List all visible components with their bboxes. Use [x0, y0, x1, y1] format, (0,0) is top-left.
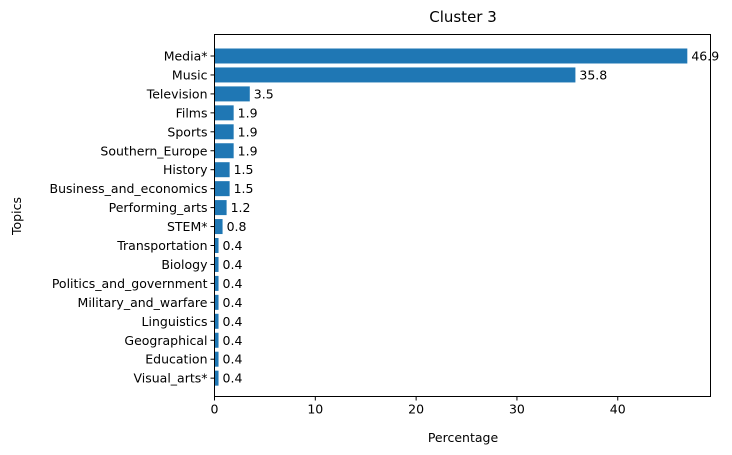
- y-tick-label-12: Politics_and_government: [52, 276, 208, 291]
- x-ticks-layer: 0 10 20 30 40: [211, 396, 626, 417]
- y-tick-label-14: Linguistics: [142, 314, 208, 329]
- y-tick-label-7: Business_and_economics: [50, 181, 208, 196]
- bar-6: [214, 162, 230, 178]
- bar-value-label-6: 1.5: [234, 162, 254, 177]
- bar-9: [214, 219, 223, 235]
- x-tick-label-1: 10: [307, 402, 323, 417]
- bar-value-label-11: 0.4: [223, 257, 243, 272]
- bar-value-label-3: 1.9: [238, 105, 258, 120]
- bar-4: [214, 124, 234, 140]
- chart-title: Cluster 3: [429, 8, 497, 26]
- x-tick-label-0: 0: [211, 402, 219, 417]
- bar-value-label-16: 0.4: [223, 352, 243, 367]
- bar-5: [214, 143, 234, 159]
- bar-0: [214, 48, 688, 64]
- y-tick-label-3: Films: [176, 105, 208, 120]
- y-tick-label-6: History: [163, 162, 208, 177]
- bars-layer: [214, 48, 688, 386]
- bar-3: [214, 105, 234, 121]
- y-ticks-layer: Media* Music Television Films Sports Southern…: [50, 49, 215, 386]
- bar-15: [214, 332, 219, 348]
- bar-7: [214, 181, 230, 197]
- y-tick-label-5: Southern_Europe: [100, 143, 207, 158]
- y-axis-label: Topics: [9, 197, 24, 236]
- bar-value-label-12: 0.4: [223, 276, 243, 291]
- y-tick-label-4: Sports: [167, 124, 207, 139]
- bar-11: [214, 256, 219, 272]
- bar-14: [214, 313, 219, 329]
- y-tick-label-2: Television: [146, 86, 208, 101]
- x-axis-label: Percentage: [428, 430, 499, 445]
- bar-12: [214, 275, 219, 291]
- x-tick-label-4: 40: [610, 402, 626, 417]
- bar-13: [214, 294, 219, 310]
- bar-value-label-17: 0.4: [223, 371, 243, 386]
- bar-10: [214, 238, 219, 253]
- y-tick-label-10: Transportation: [116, 238, 207, 253]
- bar-value-label-4: 1.9: [238, 124, 258, 139]
- bar-value-label-0: 46.9: [691, 49, 719, 64]
- bar-value-label-13: 0.4: [223, 295, 243, 310]
- bar-value-label-1: 35.8: [579, 67, 607, 82]
- bar-16: [214, 351, 219, 367]
- bar-value-label-8: 1.2: [231, 200, 251, 215]
- y-tick-label-16: Education: [145, 352, 207, 367]
- x-tick-label-2: 20: [408, 402, 424, 417]
- bar-17: [214, 370, 219, 386]
- bar-8: [214, 200, 227, 216]
- y-tick-label-9: STEM*: [167, 219, 208, 234]
- y-tick-label-1: Music: [172, 67, 208, 82]
- y-tick-label-13: Military_and_warfare: [78, 295, 208, 310]
- y-tick-label-15: Geographical: [124, 333, 207, 348]
- bar-value-label-10: 0.4: [223, 238, 243, 253]
- bar-value-label-5: 1.9: [238, 143, 258, 158]
- bar-value-label-7: 1.5: [234, 181, 254, 196]
- y-tick-label-11: Biology: [161, 257, 208, 272]
- y-tick-label-17: Visual_arts*: [133, 371, 207, 386]
- x-tick-label-3: 30: [509, 402, 525, 417]
- bar-value-label-2: 3.5: [254, 86, 274, 101]
- y-tick-label-8: Performing_arts: [109, 200, 208, 215]
- bar-value-label-9: 0.8: [227, 219, 247, 234]
- bar-2: [214, 86, 250, 102]
- bar-labels-layer: 46.9 35.8 3.5 1.9 1.9 1.9 1.5 1.5 1.2 0.8 0.4 0.4 0.…: [223, 49, 720, 386]
- plot-frame: [214, 34, 711, 397]
- bar-value-label-15: 0.4: [223, 333, 243, 348]
- bar-value-label-14: 0.4: [223, 314, 243, 329]
- y-tick-label-0: Media*: [164, 49, 208, 64]
- bar-1: [214, 67, 576, 83]
